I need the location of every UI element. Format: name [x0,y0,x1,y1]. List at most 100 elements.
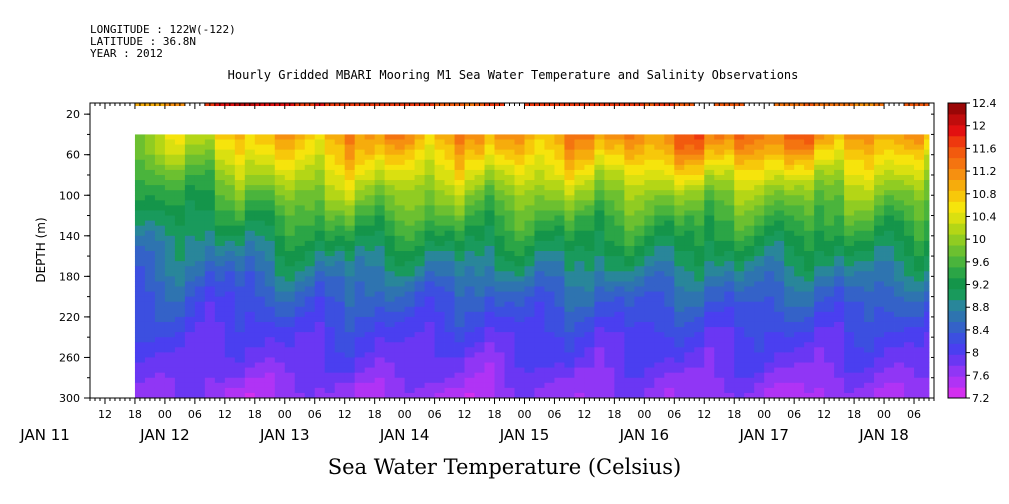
y-tick-label: 60 [66,149,80,162]
heatmap-cell [534,332,545,338]
heatmap-cell [514,251,525,257]
heatmap-cell [504,321,515,328]
heatmap-cell [544,392,555,399]
heatmap-cell [574,180,585,186]
heatmap-cell [804,149,815,156]
heatmap-cell [334,347,346,353]
heatmap-cell [774,382,785,389]
heatmap-cell [744,261,755,267]
heatmap-cell [414,235,426,242]
heatmap-cell [334,332,346,338]
heatmap-cell [764,387,775,394]
heatmap-cell [734,387,745,394]
heatmap-cell [824,195,835,201]
heatmap-cell [154,195,166,201]
heatmap-cell [754,159,765,166]
heatmap-cell [364,245,376,252]
heatmap-cell [144,240,156,247]
heatmap-cell [344,281,356,287]
heatmap-cell [774,372,785,379]
heatmap-cell [324,149,336,156]
heatmap-cell [804,205,815,211]
heatmap-cell [544,185,555,191]
heatmap-cell [544,311,555,318]
heatmap-cell [394,392,406,399]
heatmap-cell [714,220,725,227]
heatmap-cell [784,180,795,186]
heatmap-cell [154,215,166,222]
heatmap-cell [554,210,565,217]
heatmap-cell [794,296,805,303]
heatmap-cell [354,271,366,277]
heatmap-cell [694,332,705,338]
heatmap-cell [514,357,525,364]
heatmap-cell [644,154,655,161]
heatmap-cell [394,180,406,186]
heatmap-cell [374,311,386,318]
heatmap-cell [714,134,725,140]
heatmap-cell [424,276,435,282]
heatmap-cell [594,159,605,166]
heatmap-cell [444,190,455,196]
heatmap-cell [364,271,376,277]
heatmap-cell [354,149,366,156]
heatmap-cell [204,342,216,348]
colorbar-label: 7.2 [972,392,990,405]
heatmap-cell [144,291,156,298]
heatmap-cell [524,139,535,146]
heatmap-cell [594,382,605,389]
heatmap-cell [894,286,905,293]
heatmap-cell [504,372,515,379]
heatmap-cell [734,210,745,217]
heatmap-cell [164,311,176,318]
heatmap-cell [274,169,286,176]
heatmap-cell [454,281,465,287]
heatmap-cell [854,271,865,277]
heatmap-cell [224,159,236,166]
heatmap-cell [404,180,416,186]
heatmap-cell [844,321,855,328]
heatmap-cell [224,311,236,318]
heatmap-cell [664,215,675,222]
heatmap-cell [604,321,615,328]
heatmap-cell [524,271,535,277]
heatmap-cell [374,205,386,211]
heatmap-cell [424,291,435,298]
heatmap-cell [574,337,585,343]
heatmap-cell [694,382,705,389]
heatmap-cell [494,362,505,369]
heatmap-cell [774,321,785,328]
heatmap-cell [784,301,795,308]
heatmap-cell [604,337,615,343]
heatmap-cell [264,261,276,267]
heatmap-cell [904,372,915,379]
heatmap-cell [694,362,705,369]
heatmap-cell [134,367,146,374]
heatmap-cell [664,321,675,328]
heatmap-cell [334,240,346,247]
heatmap-cell [264,291,276,298]
heatmap-cell [554,174,565,181]
heatmap-cell [344,357,356,364]
heatmap-cell [814,357,825,364]
heatmap-cell [354,164,366,171]
heatmap-cell [444,291,455,298]
heatmap-cell [464,382,475,389]
heatmap-cell [634,291,645,298]
heatmap-cell [274,225,286,232]
heatmap-cell [154,185,166,191]
heatmap-cell [184,185,196,191]
heatmap-cell [364,256,376,262]
heatmap-cell [814,139,825,146]
heatmap-cell [624,271,635,277]
heatmap-cell [824,240,835,247]
heatmap-cell [434,347,445,353]
heatmap-cell [164,251,176,257]
heatmap-cell [484,251,495,257]
heatmap-cell [504,205,515,211]
heatmap-cell [354,195,366,201]
heatmap-cell [524,337,535,343]
heatmap-cell [494,387,505,394]
heatmap-cell [894,134,905,140]
heatmap-cell [844,200,855,206]
